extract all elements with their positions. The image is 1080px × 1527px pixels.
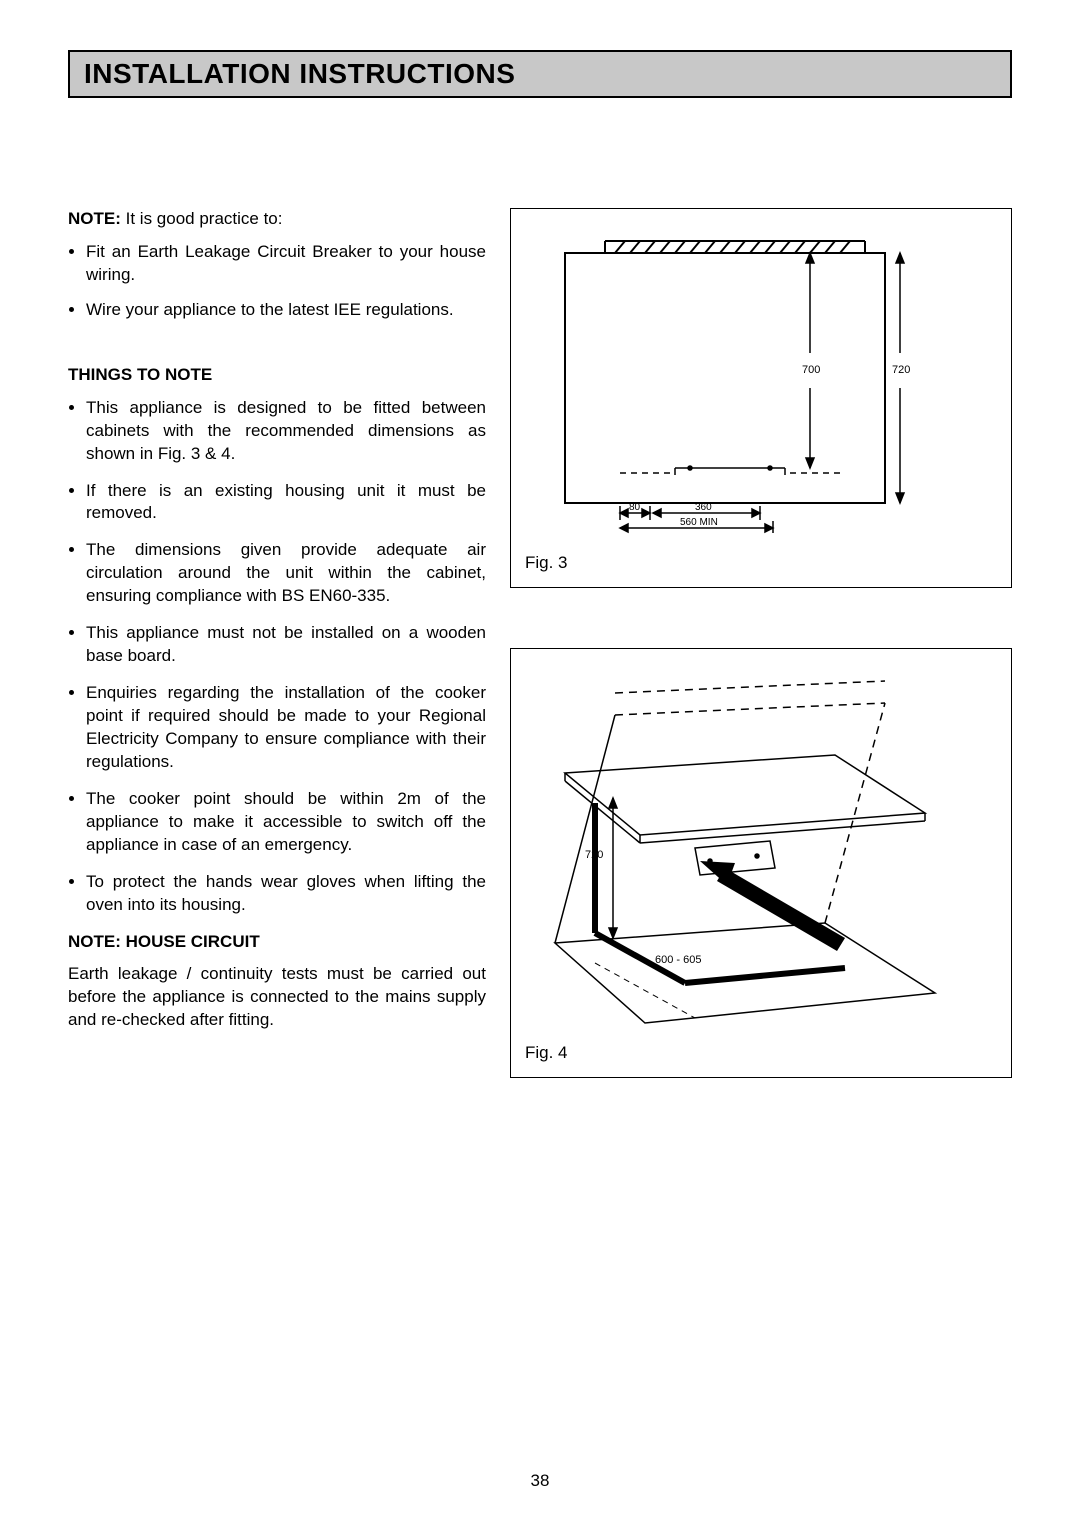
house-circuit-heading: NOTE: HOUSE CIRCUIT [68, 931, 486, 954]
list-item: If there is an existing housing unit it … [86, 480, 486, 526]
dim-360: 360 [695, 502, 712, 513]
figure-3-caption: Fig. 3 [525, 553, 997, 573]
list-item: Fit an Earth Leakage Circuit Breaker to … [86, 241, 486, 287]
list-item: To protect the hands wear gloves when li… [86, 871, 486, 917]
page-title: INSTALLATION INSTRUCTIONS [84, 58, 515, 89]
dim-600-605: 600 - 605 [655, 954, 701, 966]
list-item: The cooker point should be within 2m of … [86, 788, 486, 857]
figure-3-box: 700 720 80 [510, 208, 1012, 588]
figure-4-caption: Fig. 4 [525, 1043, 997, 1063]
list-item: Enquiries regarding the installation of … [86, 682, 486, 774]
list-item: The dimensions given provide adequate ai… [86, 539, 486, 608]
page-title-bar: INSTALLATION INSTRUCTIONS [68, 50, 1012, 98]
list-item: Wire your appliance to the latest IEE re… [86, 299, 486, 322]
dim-560: 560 MIN [680, 517, 718, 528]
things-heading: THINGS TO NOTE [68, 364, 486, 387]
dim-700: 700 [802, 364, 820, 376]
page-number: 38 [531, 1471, 550, 1491]
note-intro: NOTE: It is good practice to: [68, 208, 486, 231]
list-item: This appliance must not be installed on … [86, 622, 486, 668]
things-bullet-list: This appliance is designed to be fitted … [68, 397, 486, 917]
figure-3-diagram: 700 720 80 [525, 223, 945, 543]
note-label: NOTE: [68, 209, 121, 228]
left-column: NOTE: It is good practice to: Fit an Ear… [68, 208, 486, 1138]
right-column: 700 720 80 [510, 208, 1012, 1138]
list-item: This appliance is designed to be fitted … [86, 397, 486, 466]
content-area: NOTE: It is good practice to: Fit an Ear… [68, 208, 1012, 1138]
house-circuit-text: Earth leakage / continuity tests must be… [68, 963, 486, 1032]
dim-80: 80 [629, 502, 641, 513]
note-intro-text: It is good practice to: [126, 209, 283, 228]
figure-4-box: 720 600 - 605 Fig. 4 [510, 648, 1012, 1078]
note-bullet-list: Fit an Earth Leakage Circuit Breaker to … [68, 241, 486, 322]
dim-720: 720 [892, 364, 910, 376]
figure-4-diagram: 720 600 - 605 [525, 663, 945, 1033]
dim-720b: 720 [585, 849, 603, 861]
